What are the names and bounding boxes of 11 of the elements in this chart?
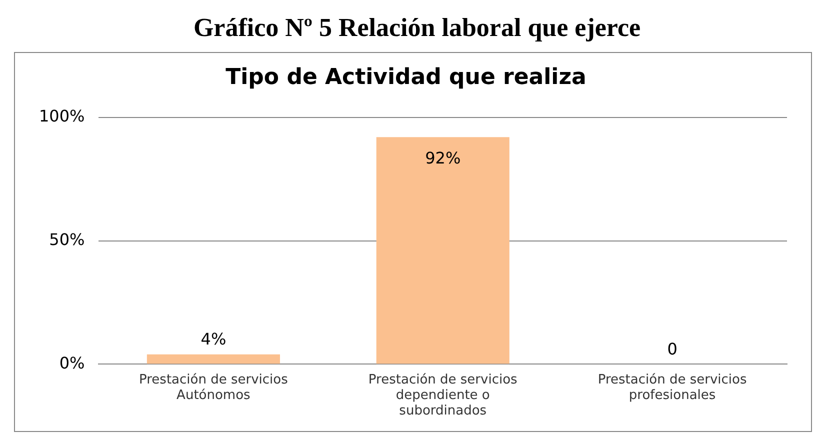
chart-subtitle: Tipo de Actividad que realiza bbox=[226, 64, 586, 90]
y-tick-label: 0% bbox=[59, 353, 85, 372]
data-label: 4% bbox=[200, 329, 226, 348]
y-tick-label: 50% bbox=[49, 230, 85, 249]
chart-title: Gráfico Nº 5 Relación laboral que ejerce bbox=[192, 12, 642, 44]
x-tick-label: Prestación de servicios dependiente o subordinados bbox=[368, 372, 518, 419]
data-label: 92% bbox=[425, 148, 461, 168]
x-tick-label: Prestación de servicios Autónomos bbox=[139, 372, 288, 403]
y-tick-label: 100% bbox=[38, 106, 85, 126]
data-label: 0 bbox=[667, 339, 678, 358]
x-tick-label: Prestación de servicios profesionales bbox=[598, 372, 747, 403]
